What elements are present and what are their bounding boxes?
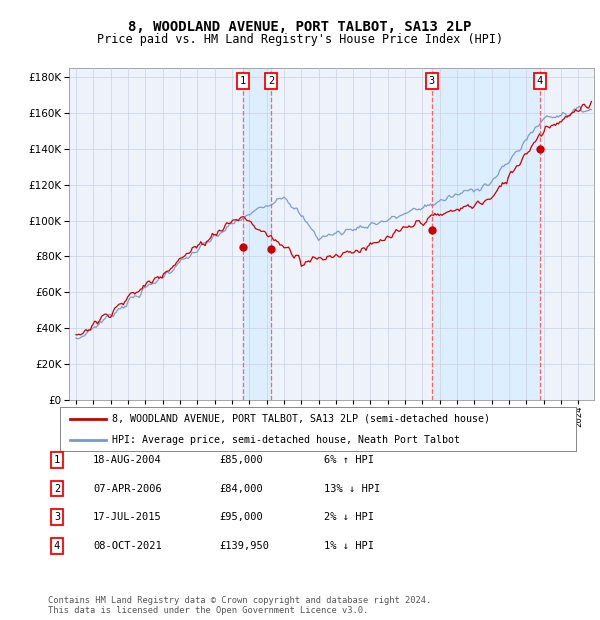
- Text: 8, WOODLAND AVENUE, PORT TALBOT, SA13 2LP (semi-detached house): 8, WOODLAND AVENUE, PORT TALBOT, SA13 2L…: [112, 414, 490, 424]
- Text: 1% ↓ HPI: 1% ↓ HPI: [324, 541, 374, 551]
- Text: 4: 4: [54, 541, 60, 551]
- Text: £139,950: £139,950: [219, 541, 269, 551]
- Text: 1: 1: [54, 455, 60, 465]
- Text: Contains HM Land Registry data © Crown copyright and database right 2024.
This d: Contains HM Land Registry data © Crown c…: [48, 596, 431, 615]
- Text: 08-OCT-2021: 08-OCT-2021: [93, 541, 162, 551]
- Text: Price paid vs. HM Land Registry's House Price Index (HPI): Price paid vs. HM Land Registry's House …: [97, 33, 503, 45]
- Text: 6% ↑ HPI: 6% ↑ HPI: [324, 455, 374, 465]
- Text: 2: 2: [268, 76, 274, 86]
- Text: 07-APR-2006: 07-APR-2006: [93, 484, 162, 494]
- Bar: [432, 68, 540, 400]
- Text: £95,000: £95,000: [219, 512, 263, 522]
- Text: 8, WOODLAND AVENUE, PORT TALBOT, SA13 2LP: 8, WOODLAND AVENUE, PORT TALBOT, SA13 2L…: [128, 20, 472, 33]
- Text: 1: 1: [239, 76, 246, 86]
- Text: 3: 3: [428, 76, 435, 86]
- Bar: [243, 68, 271, 400]
- Text: 18-AUG-2004: 18-AUG-2004: [93, 455, 162, 465]
- Text: HPI: Average price, semi-detached house, Neath Port Talbot: HPI: Average price, semi-detached house,…: [112, 435, 460, 445]
- Text: £85,000: £85,000: [219, 455, 263, 465]
- Text: 2: 2: [54, 484, 60, 494]
- Text: 2% ↓ HPI: 2% ↓ HPI: [324, 512, 374, 522]
- Text: 3: 3: [54, 512, 60, 522]
- Text: 4: 4: [536, 76, 543, 86]
- Text: £84,000: £84,000: [219, 484, 263, 494]
- Text: 13% ↓ HPI: 13% ↓ HPI: [324, 484, 380, 494]
- Text: 17-JUL-2015: 17-JUL-2015: [93, 512, 162, 522]
